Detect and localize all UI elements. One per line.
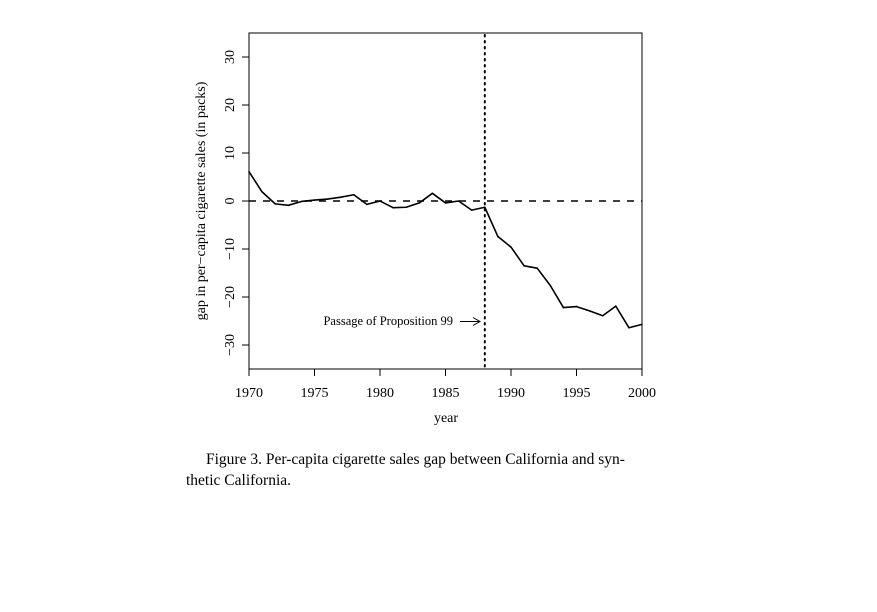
x-axis-label: year xyxy=(434,411,458,426)
data-point xyxy=(628,326,630,329)
data-point xyxy=(300,200,303,203)
data-point xyxy=(510,246,512,248)
y-tick-label: 20 xyxy=(223,98,238,112)
data-point xyxy=(575,305,578,308)
data-point xyxy=(470,209,473,211)
y-tick-label: −20 xyxy=(223,286,238,308)
data-point xyxy=(601,314,604,317)
x-tick-label: 1980 xyxy=(366,386,394,401)
y-axis: −30 −20 −10 0 10 20 30 xyxy=(223,50,249,356)
data-point xyxy=(484,206,486,209)
data-point xyxy=(248,170,250,173)
data-point xyxy=(497,235,499,238)
x-tick-label: 1975 xyxy=(301,386,329,401)
x-axis: 1970 1975 1980 1985 1990 1995 2000 xyxy=(235,369,656,401)
y-tick-label: 0 xyxy=(223,198,238,205)
data-point xyxy=(339,196,342,198)
gap-line-chart: 1970 1975 1980 1985 1990 1995 2000 −30 −20 −10 0 1… xyxy=(194,32,656,426)
data-point xyxy=(392,206,394,209)
x-tick-label: 1970 xyxy=(235,386,263,401)
y-axis-label: gap in per−capita cigarette sales (in pa… xyxy=(194,81,209,320)
data-point xyxy=(562,306,565,309)
data-points xyxy=(248,170,643,329)
gap-series-line xyxy=(248,171,643,329)
data-point xyxy=(313,199,316,201)
figure-caption: Figure 3. Per-capita cigarette sales gap… xyxy=(186,449,666,491)
data-point xyxy=(523,265,525,267)
x-tick-label: 2000 xyxy=(628,386,656,401)
data-point xyxy=(287,204,290,207)
data-point xyxy=(274,203,277,205)
data-point xyxy=(588,310,591,312)
y-tick-label: 30 xyxy=(223,50,238,64)
data-point xyxy=(379,200,381,202)
caption-line-1: Figure 3. Per-capita cigarette sales gap… xyxy=(206,451,625,468)
y-tick-label: −10 xyxy=(223,238,238,260)
data-point xyxy=(326,198,329,200)
data-point xyxy=(615,305,617,307)
x-tick-label: 1985 xyxy=(432,386,460,401)
data-point xyxy=(549,284,552,287)
y-tick-label: 10 xyxy=(223,146,238,160)
data-point xyxy=(353,193,355,196)
data-point xyxy=(457,200,460,202)
x-tick-label: 1990 xyxy=(497,386,525,401)
x-tick-label: 1995 xyxy=(563,386,591,401)
data-point xyxy=(366,203,368,206)
data-point xyxy=(444,202,447,204)
data-point xyxy=(536,267,538,270)
data-point xyxy=(418,202,421,204)
y-tick-label: −30 xyxy=(223,334,238,356)
caption-line-2: thetic California. xyxy=(186,472,292,489)
annotation-arrow xyxy=(460,317,482,326)
data-point xyxy=(641,323,643,326)
data-point xyxy=(405,206,408,209)
data-point xyxy=(431,192,434,195)
chart-figure: 1970 1975 1980 1985 1990 1995 2000 −30 −20 −10 0 1… xyxy=(194,32,656,426)
annotation-label: Passage of Proposition 99 xyxy=(323,314,453,328)
data-point xyxy=(261,191,263,193)
